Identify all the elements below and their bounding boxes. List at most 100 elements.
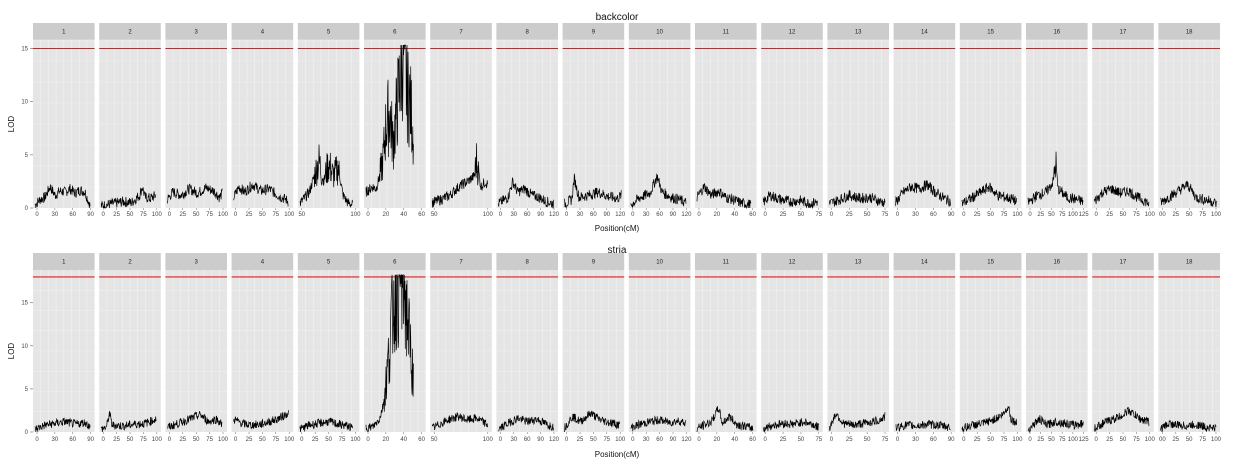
x-tick-label: 0: [896, 437, 900, 443]
x-tick-label: 60: [524, 437, 531, 443]
x-tick-label: 120: [549, 437, 560, 443]
x-tick-label: 100: [483, 212, 494, 218]
x-tick-label: 0: [697, 212, 701, 218]
facet-strip-label: 4: [261, 260, 265, 266]
x-tick-label: 50: [590, 437, 597, 443]
x-tick-label: 50: [298, 212, 305, 218]
lod-trace: [564, 173, 622, 209]
x-tick-label: 30: [52, 437, 59, 443]
x-tick-label: 25: [1172, 437, 1179, 443]
lod-trace: [1093, 185, 1150, 207]
x-tick-label: 75: [339, 437, 346, 443]
facet-strip: [364, 253, 426, 270]
facet-panel-chr13: 13 0 25 50 75: [827, 23, 889, 218]
x-tick-label: 50: [259, 437, 266, 443]
facet-strip: [827, 253, 889, 270]
x-tick-label: 120: [615, 212, 626, 218]
facet-strip: [893, 253, 956, 270]
x-tick-label: 50: [798, 212, 805, 218]
x-tick-label: 60: [418, 437, 425, 443]
x-tick-label: 25: [246, 437, 253, 443]
x-tick-label: 25: [846, 212, 853, 218]
facet-strip-label: 7: [459, 30, 463, 36]
lod-trace: [167, 411, 223, 430]
facet-strip: [959, 253, 1022, 270]
x-tick-label: 75: [140, 212, 147, 218]
lod-trace: [100, 410, 157, 433]
facet-strip: [297, 23, 360, 40]
x-tick-label: 20: [714, 437, 721, 443]
facet-panel-chr1: 1 0 30 60 90: [33, 23, 95, 218]
facet-panel-chr10: 10 0 30 60 90 120: [628, 23, 692, 218]
x-tick-label: 100: [218, 437, 229, 443]
x-tick-label: 0: [631, 437, 635, 443]
facet-panel-chr16: 16 0 25 50 75 100 125: [1026, 253, 1089, 443]
facet-panel-chr7: 7 50 100: [430, 23, 493, 218]
facet-strip-label: 3: [195, 30, 199, 36]
x-tick-label: 100: [615, 437, 626, 443]
chart-title: stria: [608, 245, 627, 256]
x-tick-label: 0: [366, 437, 370, 443]
x-tick-label: 100: [483, 437, 494, 443]
x-tick-label: 25: [974, 212, 981, 218]
facet-strip: [496, 253, 558, 270]
x-tick-label: 00: [1159, 437, 1166, 443]
x-tick-label: 30: [643, 212, 650, 218]
lod-trace: [233, 410, 289, 430]
lod-trace: [365, 274, 414, 433]
facet-panel-chr3: 3 0 25 50 75 100: [165, 253, 229, 443]
x-tick-label: 75: [1001, 437, 1008, 443]
x-tick-label: 75: [206, 437, 213, 443]
x-tick-label: 75: [882, 212, 889, 218]
facet-panel-chr18: 18 00 25 50 75 100: [1158, 253, 1222, 443]
facet-strip-label: 6: [393, 260, 397, 266]
lod-trace: [365, 44, 414, 197]
x-tick-label: 0: [565, 212, 569, 218]
facet-strip-label: 10: [656, 30, 663, 36]
facet-panel-chr14: 14 0 30 60 90: [893, 253, 956, 443]
x-tick-label: 0: [234, 437, 238, 443]
y-tick-label: 10: [21, 344, 28, 350]
facet-strip-label: 17: [1120, 260, 1127, 266]
facet-strip-label: 18: [1186, 260, 1193, 266]
x-tick-label: 100: [350, 212, 361, 218]
x-tick-label: 90: [537, 212, 544, 218]
x-tick-label: 90: [87, 212, 94, 218]
facet-panel-chr11: 11 0 20 40 60: [695, 23, 757, 218]
x-tick-label: 100: [1068, 212, 1079, 218]
x-tick-label: 0: [631, 212, 635, 218]
facet-strip-label: 10: [656, 260, 663, 266]
lod-trace: [167, 183, 223, 204]
facet-strip-label: 2: [128, 30, 132, 36]
facet-panel-chr8: 8 0 30 60 90 120: [496, 23, 560, 218]
facet-panel-chr17: 17 0 25 50 75 100: [1092, 253, 1155, 443]
x-tick-label: 50: [798, 437, 805, 443]
x-tick-label: 75: [815, 212, 822, 218]
x-tick-label: 75: [140, 437, 147, 443]
x-tick-label: 50: [864, 437, 871, 443]
x-tick-label: 100: [284, 437, 295, 443]
x-tick-label: 00: [1159, 212, 1166, 218]
x-tick-label: 30: [510, 437, 517, 443]
x-tick-label: 75: [603, 437, 610, 443]
lod-trace: [1027, 415, 1084, 434]
facet-strip: [33, 253, 95, 270]
y-axis-label: LOD: [7, 343, 16, 360]
x-tick-label: 75: [1059, 212, 1066, 218]
facet-panel-chr13: 13 0 25 50 75: [827, 253, 889, 443]
facet-strip: [33, 23, 95, 40]
x-tick-label: 100: [350, 437, 361, 443]
x-tick-label: 30: [912, 212, 919, 218]
facet-strip-label: 11: [723, 30, 730, 36]
lod-trace: [498, 177, 554, 209]
x-tick-label: 0: [168, 212, 172, 218]
x-tick-label: 100: [1068, 437, 1079, 443]
x-tick-label: 50: [1120, 437, 1127, 443]
facet-strip-label: 5: [327, 30, 331, 36]
x-tick-label: 75: [272, 437, 279, 443]
y-tick-label: 15: [21, 301, 28, 307]
lod-trace: [1027, 151, 1084, 205]
facet-strip: [959, 23, 1022, 40]
lod-trace: [630, 173, 687, 208]
